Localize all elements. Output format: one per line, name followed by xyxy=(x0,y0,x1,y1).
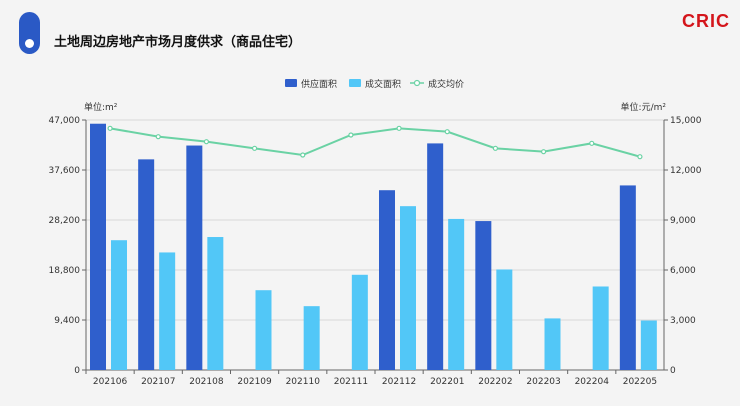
grid-lines xyxy=(86,119,664,321)
x-tick-label: 202202 xyxy=(478,377,512,387)
x-tick-label: 202107 xyxy=(141,377,175,387)
bar-supply xyxy=(475,221,492,370)
bars xyxy=(90,123,657,370)
bar-deal xyxy=(448,218,465,370)
bar-deal xyxy=(159,252,176,370)
price-point xyxy=(540,149,547,155)
x-tick-label: 202108 xyxy=(189,377,224,387)
bar-deal xyxy=(255,290,272,370)
bar-supply xyxy=(619,185,636,370)
right-tick-label: 0 xyxy=(670,366,676,376)
right-tick-label: 15,000 xyxy=(670,116,702,126)
bar-deal xyxy=(640,320,657,370)
right-tick-label: 3,000 xyxy=(670,316,696,326)
x-tick-label: 202109 xyxy=(237,377,272,387)
left-tick-label: 47,000 xyxy=(49,116,81,126)
legend: 供应面积 成交面积 成交均价 xyxy=(285,78,464,90)
cric-logo: CRIC xyxy=(682,11,730,31)
bar-deal xyxy=(400,206,416,370)
right-axis-unit: 单位:元/m² xyxy=(621,101,667,113)
x-tick-label: 202203 xyxy=(526,377,560,387)
price-point xyxy=(589,140,595,146)
axes: 0 9,400 18,800 28,200 37,600 47,000 0 3,000 6,00… xyxy=(49,116,702,387)
price-point xyxy=(107,125,113,131)
legend-label-price: 成交均价 xyxy=(428,78,464,90)
title-badge xyxy=(19,12,40,54)
legend-swatch-price-marker xyxy=(413,79,421,87)
left-tick-label: 18,800 xyxy=(49,266,81,276)
bar-deal xyxy=(111,240,127,370)
page-title: 土地周边房地产市场月度供求（商品住宅） xyxy=(54,35,302,50)
bar-supply xyxy=(427,143,444,370)
right-tick-label: 9,000 xyxy=(670,216,696,226)
bar-supply xyxy=(90,123,106,370)
price-point xyxy=(155,134,161,140)
x-tick-label: 202106 xyxy=(93,377,128,387)
x-tick-label: 202111 xyxy=(334,377,368,387)
bar-supply xyxy=(379,190,395,370)
legend-item-supply[interactable]: 供应面积 xyxy=(285,78,337,90)
bar-supply xyxy=(186,145,203,370)
legend-label-deal: 成交面积 xyxy=(365,78,401,90)
left-tick-label: 37,600 xyxy=(49,166,81,176)
price-line-path xyxy=(109,127,641,158)
price-point xyxy=(396,125,402,131)
left-tick-label: 9,400 xyxy=(54,316,80,326)
price-point xyxy=(251,145,258,151)
legend-swatch-deal xyxy=(349,79,361,87)
x-tick-label: 202112 xyxy=(382,377,416,387)
title-badge-dot xyxy=(25,39,34,48)
left-axis-unit: 单位:m² xyxy=(84,101,118,113)
bar-deal xyxy=(303,306,320,370)
bar-deal xyxy=(207,237,224,370)
bar-deal xyxy=(351,274,368,370)
left-tick-label: 0 xyxy=(74,366,80,376)
bar-deal xyxy=(592,286,609,370)
legend-item-price[interactable]: 成交均价 xyxy=(410,78,464,90)
x-tick-label: 202201 xyxy=(430,377,464,387)
x-tick-label: 202205 xyxy=(623,377,657,387)
bar-deal xyxy=(544,318,561,370)
left-tick-label: 28,200 xyxy=(49,216,81,226)
price-point xyxy=(637,154,643,160)
price-point xyxy=(203,139,210,145)
legend-swatch-supply xyxy=(285,79,297,87)
price-point xyxy=(444,129,450,135)
legend-label-supply: 供应面积 xyxy=(301,78,337,90)
price-point xyxy=(300,152,306,158)
right-tick-label: 12,000 xyxy=(670,166,702,176)
x-tick-label: 202110 xyxy=(286,377,321,387)
legend-item-deal[interactable]: 成交面积 xyxy=(349,78,401,90)
price-point xyxy=(348,132,354,138)
price-line xyxy=(107,125,643,160)
bar-deal xyxy=(496,269,513,370)
price-point xyxy=(492,145,499,151)
x-tick-label: 202204 xyxy=(575,377,610,387)
bar-supply xyxy=(138,159,155,370)
right-tick-label: 6,000 xyxy=(670,266,696,276)
